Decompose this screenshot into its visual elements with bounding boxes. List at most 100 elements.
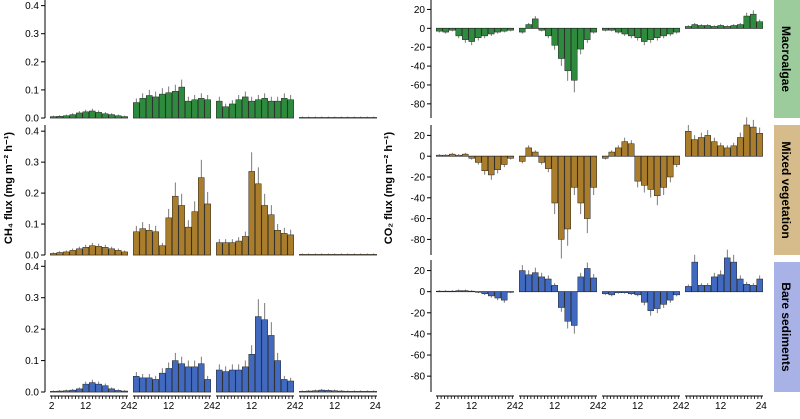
ch4-panel-0-3 bbox=[299, 116, 377, 119]
co2-y-tick-label: -40 bbox=[411, 62, 426, 73]
co2-panel-2-1 bbox=[519, 262, 597, 334]
ch4-bar bbox=[204, 379, 211, 393]
co2-bar bbox=[494, 155, 501, 170]
co2-y-tick-label: -20 bbox=[411, 173, 426, 184]
ch4-bar bbox=[325, 254, 332, 256]
co2-bar bbox=[685, 130, 692, 157]
co2-bar bbox=[743, 15, 750, 29]
co2-bar bbox=[711, 141, 718, 157]
ch4-bar bbox=[198, 98, 205, 119]
co2-bar bbox=[525, 147, 532, 157]
co2-bar bbox=[436, 290, 443, 293]
co2-y-tick-label: -20 bbox=[411, 43, 426, 54]
co2-bar bbox=[717, 25, 724, 29]
co2-bar bbox=[545, 155, 552, 169]
ch4-bar bbox=[159, 372, 166, 393]
ch4-bar bbox=[63, 251, 70, 256]
ch4-y-tick-label: 0.4 bbox=[25, 1, 39, 12]
co2-y-tick-label: 0 bbox=[419, 287, 425, 298]
strip-bg bbox=[774, 262, 800, 392]
co2-bar bbox=[737, 278, 744, 292]
ch4-bar bbox=[229, 103, 236, 119]
ch4-bar bbox=[299, 391, 306, 393]
co2-bar bbox=[558, 291, 565, 308]
ch4-bar bbox=[351, 391, 358, 393]
ch4-y-tick-label: 0.2 bbox=[25, 325, 39, 336]
co2-bar bbox=[660, 291, 667, 305]
ch4-x-tick-label: 2 bbox=[132, 401, 138, 412]
ch4-bar bbox=[185, 226, 192, 256]
co2-y-tick-label: -40 bbox=[411, 193, 426, 204]
co2-bar bbox=[449, 153, 456, 157]
co2-y-tick-label: 0 bbox=[419, 152, 425, 163]
ch4-y-tick-label: 0.3 bbox=[25, 293, 39, 304]
ch4-bar bbox=[344, 117, 351, 119]
ch4-bar bbox=[318, 117, 325, 119]
co2-bar bbox=[507, 28, 514, 31]
ch4-bar bbox=[216, 100, 223, 119]
ch4-bar bbox=[133, 102, 140, 119]
co2-bar bbox=[724, 257, 731, 292]
ch4-bar bbox=[121, 251, 128, 256]
co2-bar bbox=[501, 291, 508, 301]
ch4-bar bbox=[50, 116, 57, 119]
co2-bar bbox=[475, 291, 482, 293]
co2-bar bbox=[730, 25, 737, 29]
co2-bar bbox=[608, 291, 615, 296]
co2-y-tick-label: -40 bbox=[411, 329, 426, 340]
ch4-y-tick-label: 0.4 bbox=[25, 127, 39, 138]
co2-bar bbox=[584, 28, 591, 40]
ch4-panel-1-3 bbox=[299, 253, 377, 256]
ch4-bar bbox=[222, 242, 229, 256]
strip-bg bbox=[774, 125, 800, 255]
ch4-bar bbox=[222, 371, 229, 393]
ch4-bar bbox=[95, 112, 102, 119]
co2-bar bbox=[449, 290, 456, 293]
ch4-bar bbox=[287, 99, 294, 119]
co2-bar bbox=[711, 26, 718, 29]
ch4-bar bbox=[89, 382, 96, 393]
co2-bar bbox=[685, 26, 692, 29]
co2-bar bbox=[602, 28, 609, 31]
ch4-bar bbox=[331, 254, 338, 256]
co2-bar bbox=[545, 28, 552, 37]
ch4-bar bbox=[146, 229, 153, 256]
ch4-bar bbox=[268, 100, 275, 119]
co2-bar bbox=[538, 28, 545, 31]
co2-bar bbox=[750, 13, 757, 29]
co2-bar bbox=[436, 154, 443, 157]
co2-bar bbox=[691, 24, 698, 29]
ch4-bar bbox=[299, 117, 306, 119]
co2-bar bbox=[571, 28, 578, 81]
co2-bar bbox=[519, 155, 526, 162]
co2-bar bbox=[647, 291, 654, 311]
co2-bar bbox=[654, 28, 661, 39]
co2-bar bbox=[704, 25, 711, 29]
ch4-bar bbox=[370, 254, 377, 256]
strip-bg bbox=[774, 0, 800, 118]
ch4-bar bbox=[261, 98, 268, 119]
ch4-bar bbox=[69, 250, 76, 256]
co2-bar bbox=[641, 155, 648, 186]
ch4-y-tick-label: 0.1 bbox=[25, 356, 39, 367]
co2-bar bbox=[488, 28, 495, 35]
co2-bar bbox=[602, 155, 609, 159]
ch4-y-tick-label: 0.0 bbox=[25, 114, 39, 125]
co2-bar bbox=[519, 270, 526, 292]
co2-panel-0-0 bbox=[436, 27, 514, 46]
ch4-bar bbox=[344, 391, 351, 393]
ch4-bar bbox=[216, 242, 223, 256]
co2-bar bbox=[673, 291, 680, 296]
co2-x-tick-label: 2 bbox=[684, 401, 690, 412]
co2-bar bbox=[449, 28, 456, 31]
ch4-bar bbox=[229, 242, 236, 256]
co2-bar bbox=[525, 274, 532, 292]
co2-bar bbox=[730, 145, 737, 157]
ch4-y-tick-label: 0.1 bbox=[25, 220, 39, 231]
co2-bar bbox=[750, 126, 757, 157]
ch4-bar bbox=[56, 116, 63, 119]
ch4-bar bbox=[108, 248, 115, 256]
ch4-bar bbox=[191, 211, 198, 256]
co2-bar bbox=[462, 153, 469, 157]
ch4-bar bbox=[191, 99, 198, 119]
